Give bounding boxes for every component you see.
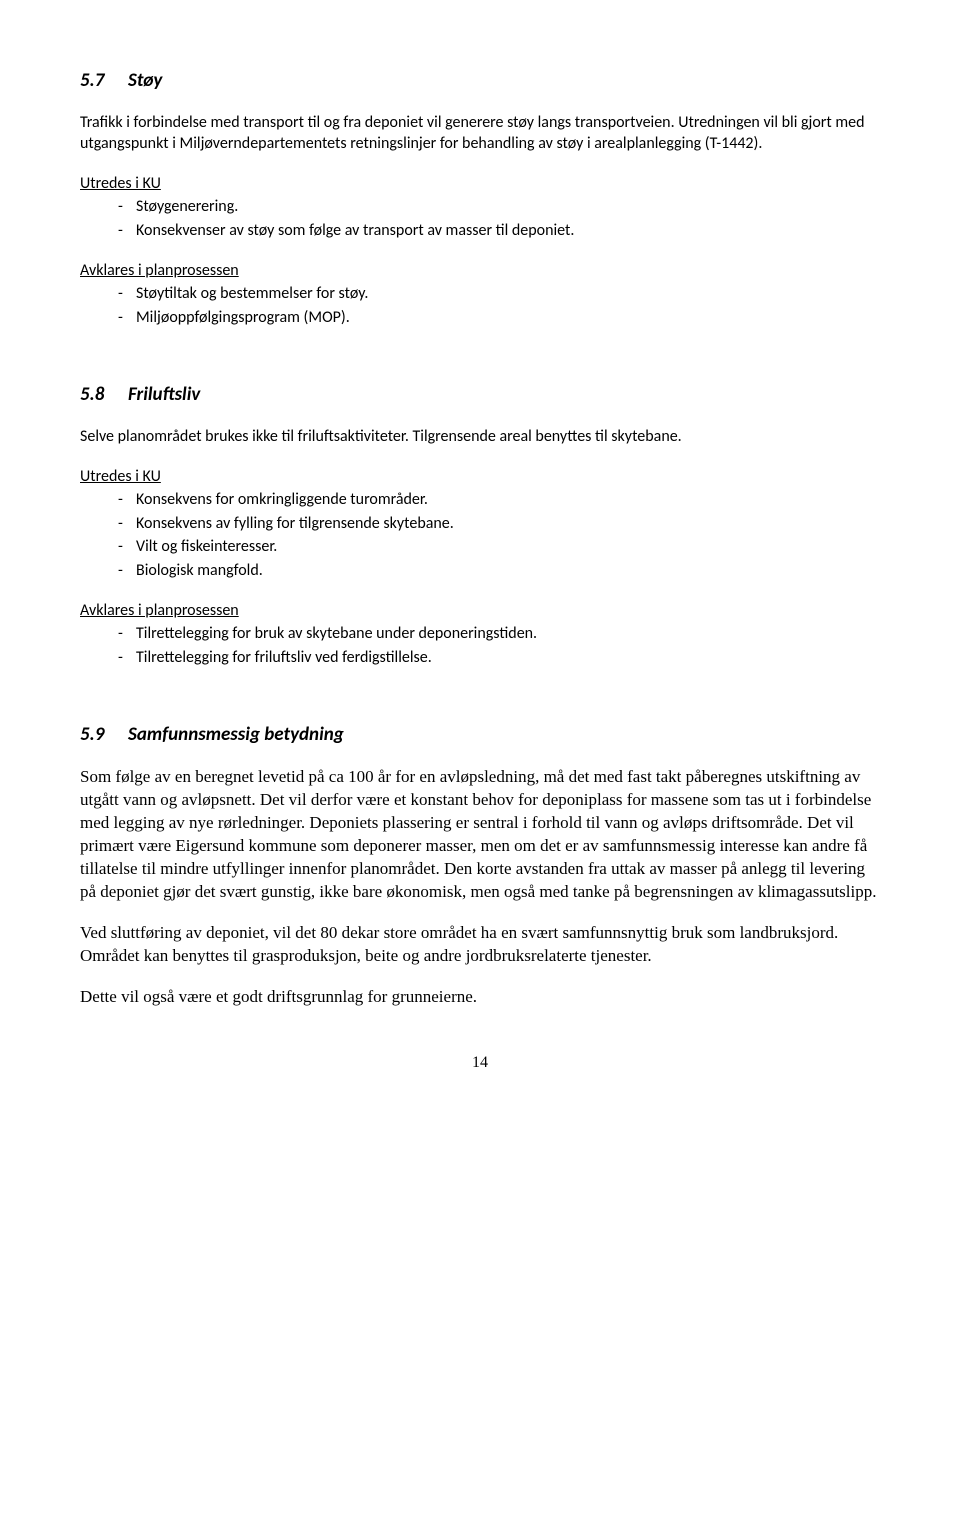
section-5-8-plan-list: Tilrettelegging for bruk av skytebane un…: [80, 623, 880, 668]
section-5-7-title: Støy: [128, 69, 162, 92]
list-item: Konsekvenser av støy som følge av transp…: [118, 220, 880, 242]
section-5-8-plan-heading: Avklares i planprosessen: [80, 600, 880, 622]
list-item: Tilrettelegging for friluftsliv ved ferd…: [118, 647, 880, 669]
section-5-8-title: Friluftsliv: [128, 383, 200, 406]
section-5-9-heading: 5.9Samfunnsmessig betydning: [80, 722, 880, 748]
list-item: Vilt og fiskeinteresser.: [118, 536, 880, 558]
list-item: Støygenerering.: [118, 196, 880, 218]
list-item: Biologisk mangfold.: [118, 560, 880, 582]
list-item: Konsekvens for omkringliggende turområde…: [118, 489, 880, 511]
list-item: Konsekvens av fylling for tilgrensende s…: [118, 513, 880, 535]
section-5-8-ku-list: Konsekvens for omkringliggende turområde…: [80, 489, 880, 581]
section-5-7-ku-list: Støygenerering. Konsekvenser av støy som…: [80, 196, 880, 241]
section-5-7-number: 5.7: [80, 68, 128, 94]
section-5-9-paragraph-1: Som følge av en beregnet levetid på ca 1…: [80, 766, 880, 904]
section-5-8-ku-heading: Utredes i KU: [80, 466, 880, 488]
section-5-7-body: Trafikk i forbindelse med transport til …: [80, 112, 880, 155]
section-5-7-plan-list: Støytiltak og bestemmelser for støy. Mil…: [80, 283, 880, 328]
section-5-8-number: 5.8: [80, 382, 128, 408]
list-item: Miljøoppfølgingsprogram (MOP).: [118, 307, 880, 329]
section-5-7-plan-heading: Avklares i planprosessen: [80, 260, 880, 282]
section-5-9-paragraph-2: Ved sluttføring av deponiet, vil det 80 …: [80, 922, 880, 968]
page-number: 14: [80, 1052, 880, 1074]
section-5-8-heading: 5.8Friluftsliv: [80, 382, 880, 408]
list-item: Støytiltak og bestemmelser for støy.: [118, 283, 880, 305]
section-5-9-paragraph-3: Dette vil også være et godt driftsgrunnl…: [80, 986, 880, 1009]
section-5-9-title: Samfunnsmessig betydning: [128, 723, 344, 746]
list-item: Tilrettelegging for bruk av skytebane un…: [118, 623, 880, 645]
section-5-9-number: 5.9: [80, 722, 128, 748]
section-5-8-body: Selve planområdet brukes ikke til friluf…: [80, 426, 880, 448]
section-5-7-ku-heading: Utredes i KU: [80, 173, 880, 195]
section-5-7-heading: 5.7Støy: [80, 68, 880, 94]
